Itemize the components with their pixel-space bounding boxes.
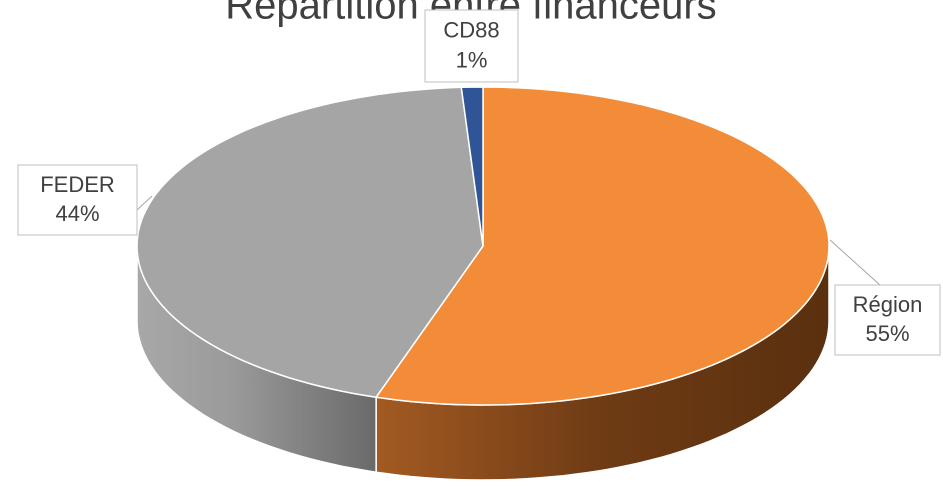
label-box	[17, 164, 138, 236]
category-label: FEDER	[40, 172, 115, 197]
value-label: 1%	[456, 48, 488, 73]
value-label: 55%	[865, 321, 909, 346]
pie	[136, 86, 830, 481]
slice	[460, 86, 484, 247]
label-box	[834, 284, 941, 356]
labels: Région 55% FEDER 44% CD88 1%	[17, 9, 941, 356]
slice	[374, 86, 830, 406]
slice	[136, 86, 484, 399]
leader-line	[136, 195, 153, 211]
category-label: Région	[853, 292, 923, 317]
value-label: 44%	[55, 201, 99, 226]
leader-line	[829, 239, 881, 286]
category-label: CD88	[443, 17, 499, 42]
label-box	[424, 9, 519, 83]
